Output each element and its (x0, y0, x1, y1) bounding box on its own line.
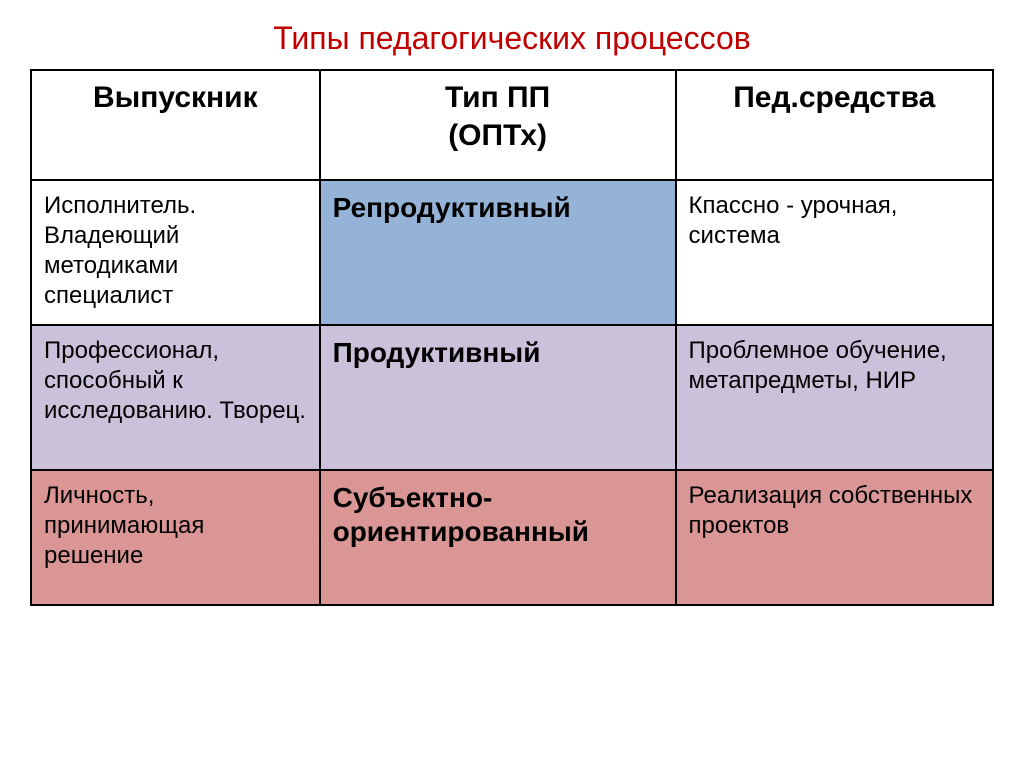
table-row: Профессионал, способный к исследованию. … (31, 325, 993, 470)
cell-type: Продуктивный (320, 325, 676, 470)
cell-type: Субъектно-ориентированный (320, 470, 676, 605)
cell-means: Реализация собственных проектов (676, 470, 993, 605)
process-types-table: Выпускник Тип ПП (ОПТх) Пед.средства Исп… (30, 69, 994, 606)
header-means: Пед.средства (676, 70, 993, 180)
header-graduate: Выпускник (31, 70, 320, 180)
cell-graduate: Личность, принимающая решение (31, 470, 320, 605)
page-title: Типы педагогических процессов (30, 20, 994, 57)
table-row: Личность, принимающая решение Субъектно-… (31, 470, 993, 605)
header-graduate-label: Выпускник (93, 81, 258, 114)
cell-means: Кпассно - урочная, система (676, 180, 993, 325)
header-means-label: Пед.средства (733, 81, 935, 114)
header-type-sublabel: (ОПТх) (333, 119, 663, 153)
table-row: Исполнитель. Владеющий методиками специа… (31, 180, 993, 325)
cell-graduate: Профессионал, способный к исследованию. … (31, 325, 320, 470)
cell-type: Репродуктивный (320, 180, 676, 325)
table-header-row: Выпускник Тип ПП (ОПТх) Пед.средства (31, 70, 993, 180)
header-type: Тип ПП (ОПТх) (320, 70, 676, 180)
header-type-label: Тип ПП (445, 81, 550, 114)
cell-graduate: Исполнитель. Владеющий методиками специа… (31, 180, 320, 325)
cell-means: Проблемное обучение, метапредметы, НИР (676, 325, 993, 470)
